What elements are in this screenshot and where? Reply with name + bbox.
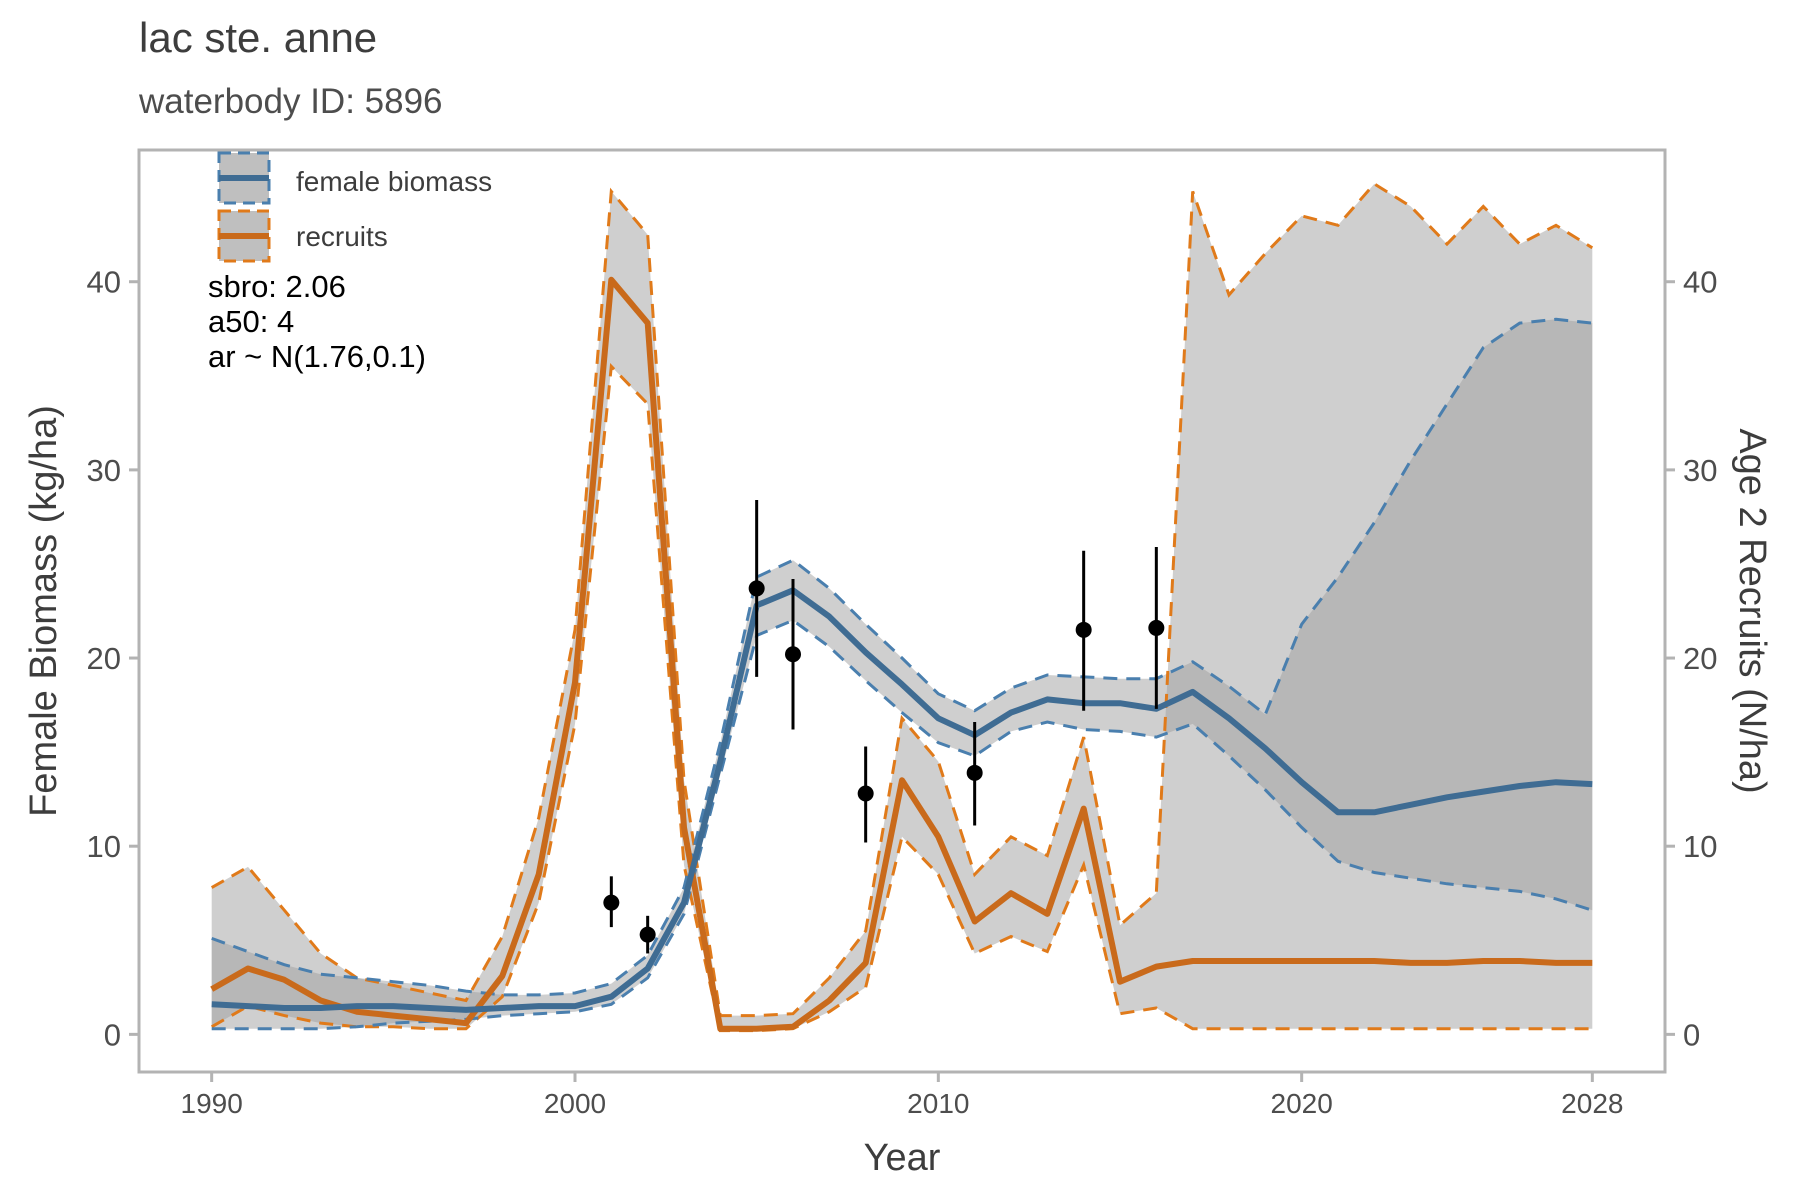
- female-biomass-ribbon: [211, 319, 1593, 1029]
- legend-label-recruits: recruits: [296, 221, 388, 252]
- annotation-ar: ar ~ N(1.76,0.1): [208, 339, 426, 374]
- recruits-upper-bound: [210, 181, 1594, 1018]
- y-axis-left: 0 10 20 30 40: [87, 265, 139, 1052]
- y-left-tick-label: 40: [87, 265, 121, 300]
- annotation-sbro: sbro: 2.06: [208, 269, 346, 304]
- observation-point: [857, 785, 874, 802]
- female-biomass-upper-bound: [211, 317, 1593, 997]
- recruits-lower-bound: [210, 363, 1593, 1033]
- x-axis-label: Year: [864, 1137, 941, 1179]
- series-lines: [210, 181, 1594, 1033]
- observation-point: [603, 894, 620, 911]
- y-right-tick-label: 30: [1683, 453, 1717, 488]
- y-right-tick-label: 20: [1683, 641, 1717, 676]
- x-tick-label: 2000: [544, 1088, 606, 1119]
- y-axis-right: 0 10 20 30 40: [1665, 265, 1717, 1052]
- y-left-tick-label: 0: [104, 1017, 121, 1052]
- observation-point: [785, 646, 801, 663]
- y-right-tick-label: 10: [1683, 829, 1717, 864]
- observation-point: [966, 764, 983, 781]
- x-tick-label: 2028: [1561, 1088, 1623, 1119]
- plot-panel-border: [137, 148, 1667, 1074]
- observation-point: [1075, 621, 1092, 638]
- y-right-tick-label: 40: [1683, 265, 1717, 300]
- parameter-annotations: sbro: 2.06 a50: 4 ar ~ N(1.76,0.1): [208, 269, 426, 374]
- chart-subtitle: waterbody ID: 5896: [139, 82, 443, 121]
- chart-title: lac ste. anne: [139, 14, 378, 61]
- annotation-a50: a50: 4: [208, 304, 294, 339]
- uncertainty-bands: [211, 183, 1593, 1031]
- recruits-median-line: [210, 276, 1593, 1032]
- female-biomass-median-line: [211, 587, 1593, 1013]
- legend: female biomass recruits: [217, 151, 492, 263]
- x-tick-label: 2020: [1271, 1088, 1333, 1119]
- observation-point: [639, 926, 656, 943]
- y-axis-left-label: Female Biomass (kg/ha): [23, 405, 65, 817]
- x-axis: 1990 2000 2010 2020 2028: [181, 1072, 1623, 1119]
- y-left-tick-label: 10: [87, 829, 121, 864]
- y-axis-right-label: Age 2 Recruits (N/ha): [1731, 428, 1773, 793]
- x-tick-label: 2010: [907, 1088, 969, 1119]
- y-right-tick-label: 0: [1683, 1017, 1700, 1052]
- legend-label-female-biomass: female biomass: [296, 166, 492, 197]
- y-left-tick-label: 30: [87, 453, 121, 488]
- legend-key-female-biomass: [217, 151, 271, 205]
- legend-key-recruits: [217, 209, 271, 263]
- recruits-ribbon: [211, 183, 1593, 1031]
- y-left-tick-label: 20: [87, 641, 121, 676]
- x-tick-label: 1990: [181, 1088, 243, 1119]
- observation-point: [1148, 619, 1165, 636]
- observation-points: [603, 499, 1165, 954]
- observation-point: [748, 580, 765, 597]
